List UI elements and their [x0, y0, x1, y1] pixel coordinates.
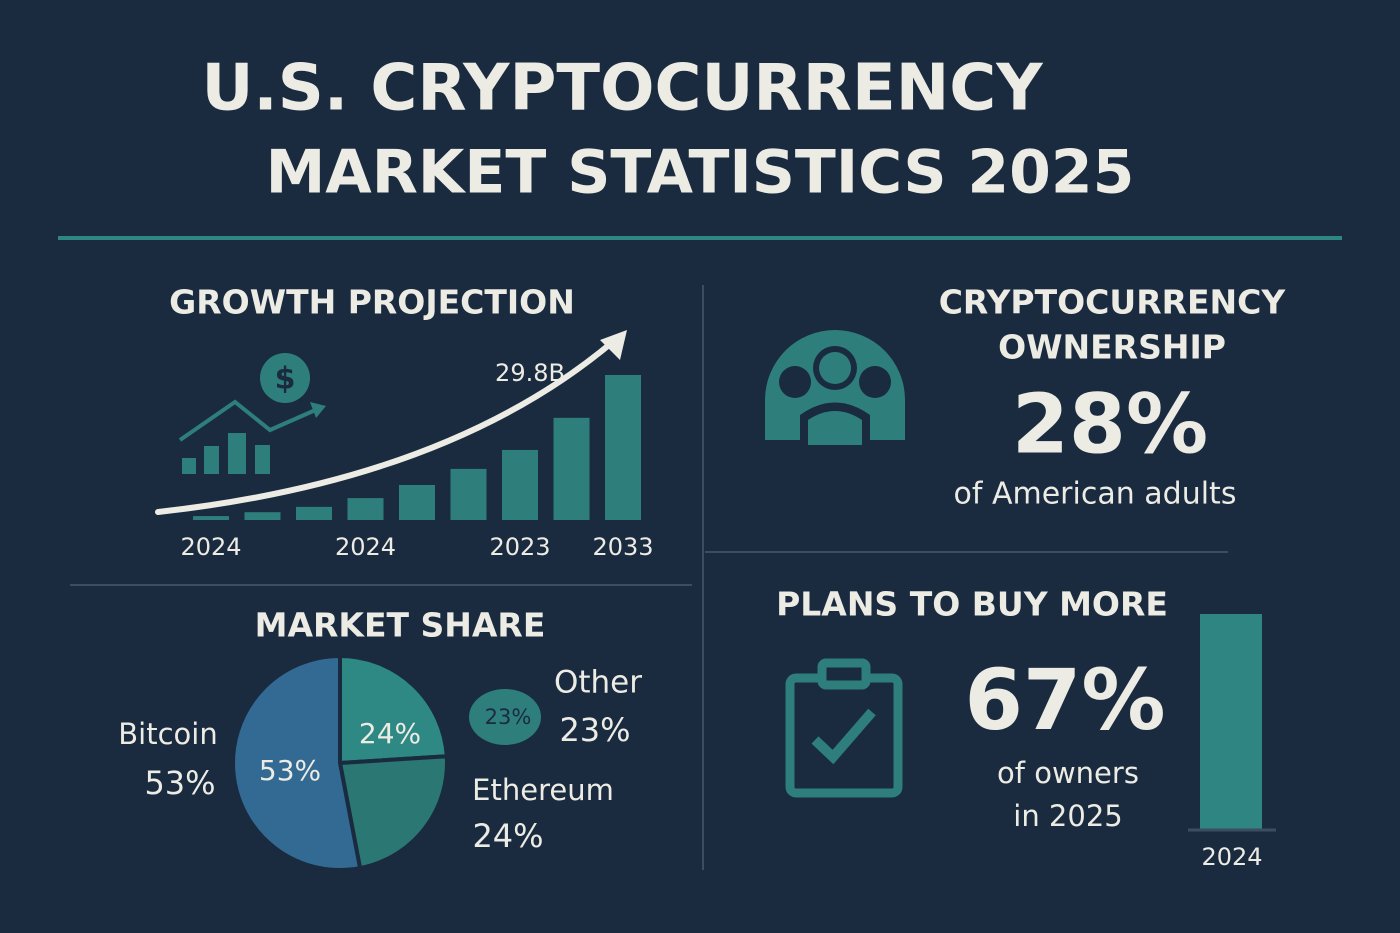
bar — [605, 375, 641, 520]
x-tick-label: 2033 — [592, 533, 653, 561]
bar-label: 2024 — [1201, 843, 1262, 871]
panel-title: CRYPTOCURRENCY — [939, 283, 1287, 322]
bar — [450, 468, 487, 520]
panel-title: GROWTH PROJECTION — [169, 283, 575, 322]
trend-arrow — [155, 337, 618, 515]
bar — [244, 512, 281, 520]
legend-value: 24% — [472, 817, 543, 855]
pie-slice — [337, 754, 449, 871]
stat: 67% — [964, 651, 1165, 749]
icon-label: 23% — [485, 705, 532, 729]
title-line: U.S. CRYPTOCURRENCY — [201, 52, 1043, 126]
clipboard-icon — [785, 658, 903, 798]
bar — [502, 449, 538, 520]
pie-slice — [338, 653, 449, 766]
arrow-head — [600, 330, 627, 360]
title-line: MARKET STATISTICS 2025 — [266, 138, 1135, 208]
coin-icon — [469, 689, 541, 745]
bar — [553, 417, 590, 520]
x-tick-label: 2024 — [335, 533, 396, 561]
caption: of owners — [997, 756, 1139, 790]
caption: in 2025 — [1013, 799, 1122, 833]
legend-label: Other — [554, 665, 642, 701]
bar-decoration — [1200, 614, 1262, 830]
annotation: 29.8B — [495, 359, 565, 387]
bar — [296, 506, 332, 520]
x-tick-label: 2024 — [180, 533, 241, 561]
legend-label: Bitcoin — [118, 717, 217, 751]
svg-text:$: $ — [275, 362, 296, 397]
slice-label: 53% — [259, 754, 321, 787]
panel-title: MARKET SHARE — [255, 606, 546, 645]
bar — [193, 516, 229, 520]
caption: of American adults — [954, 477, 1237, 512]
stat: 28% — [1012, 377, 1208, 472]
panel-title: PLANS TO BUY MORE — [776, 585, 1168, 624]
legend-label: Ethereum — [472, 773, 614, 807]
legend-value: 53% — [144, 764, 215, 802]
x-tick-label: 2023 — [489, 533, 550, 561]
growth-icon: $ — [178, 353, 326, 474]
panel-title: OWNERSHIP — [998, 328, 1226, 367]
pie-slice — [231, 653, 363, 872]
legend-value: 23% — [559, 711, 630, 749]
bar — [399, 484, 435, 520]
bar — [347, 498, 384, 520]
people-icon — [765, 330, 905, 445]
slice-label: 24% — [359, 717, 421, 750]
